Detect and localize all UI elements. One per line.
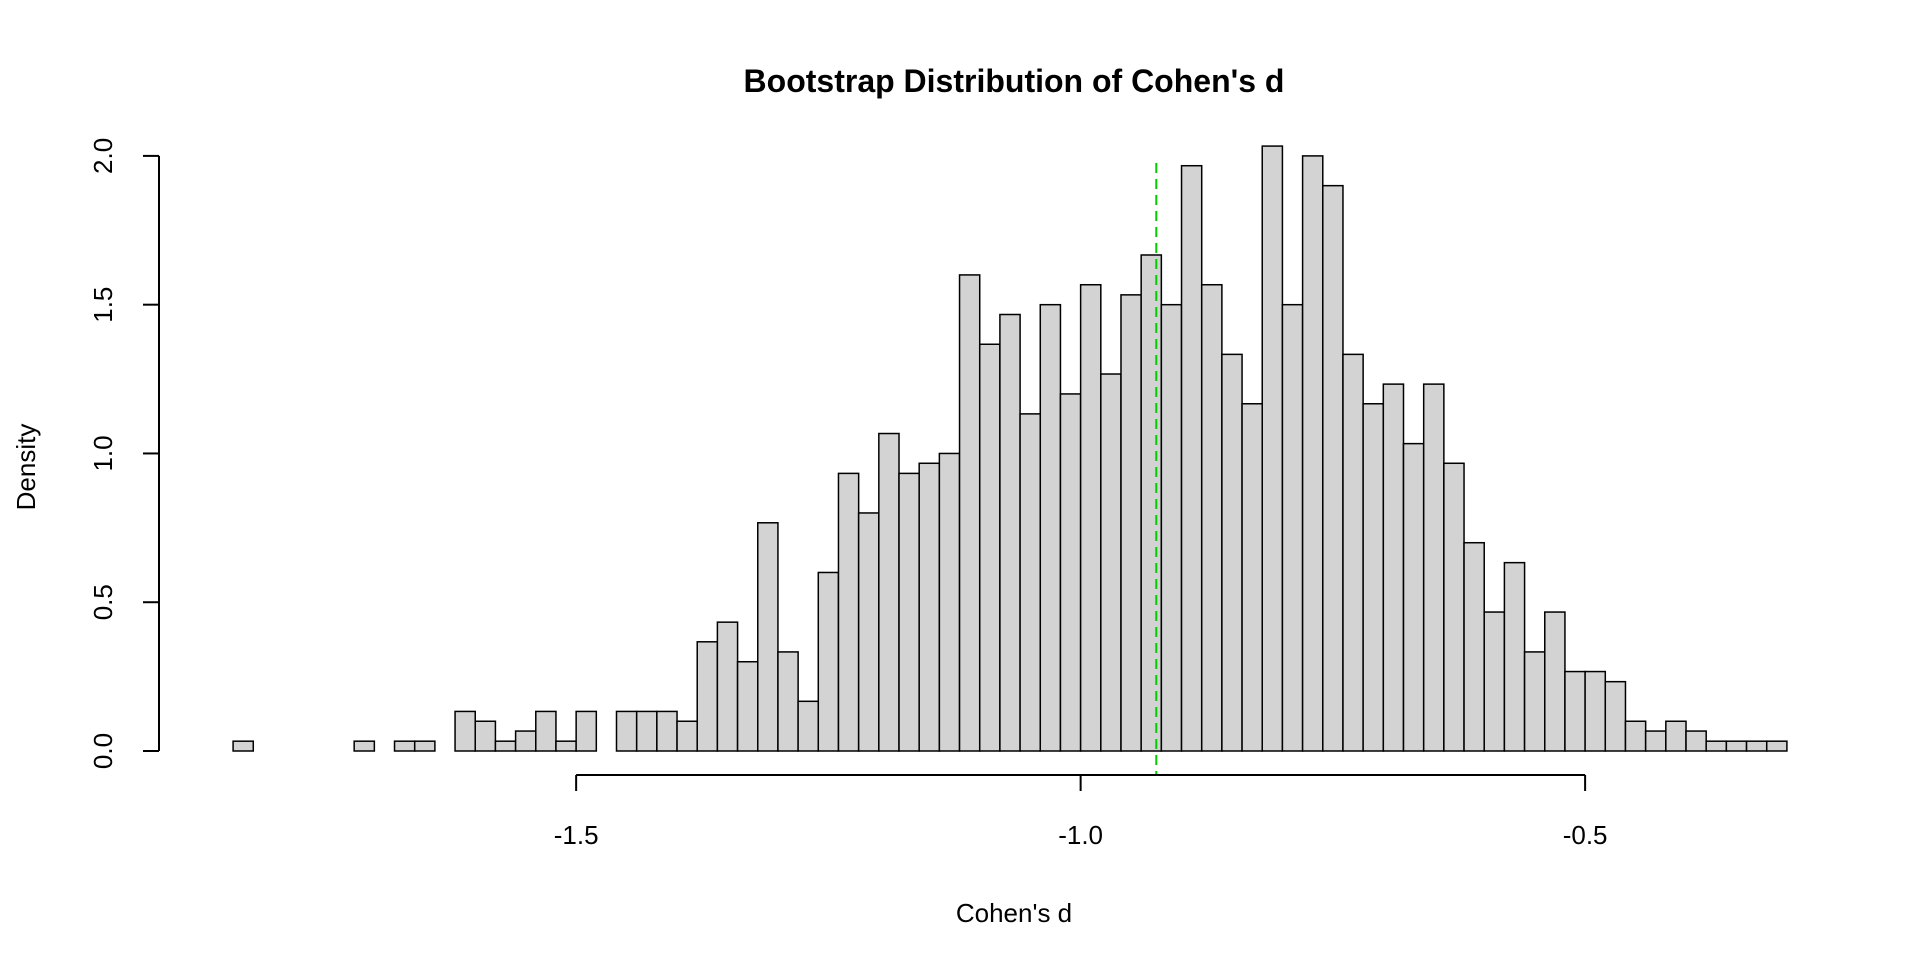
histogram-bar (1402, 442, 1425, 752)
histogram-bar (474, 720, 497, 752)
histogram-bar (958, 274, 981, 752)
histogram-bar (615, 710, 638, 752)
histogram-bar (1422, 383, 1445, 752)
histogram-bar (1342, 353, 1364, 752)
histogram-bar (1100, 373, 1122, 752)
chart-title: Bootstrap Distribution of Cohen's d (744, 63, 1285, 99)
x-axis-label: Cohen's d (956, 898, 1072, 928)
histogram-bar (1503, 561, 1526, 752)
histogram-bar (1079, 283, 1102, 752)
histogram-bar (716, 621, 739, 752)
histogram-bar (1039, 303, 1062, 752)
histogram-bar (1019, 413, 1042, 752)
histogram-bar (999, 313, 1021, 752)
y-tick-label: 1.5 (88, 287, 118, 323)
histogram-bar (676, 720, 698, 752)
histogram-bar (1221, 353, 1243, 752)
histogram-bar (696, 641, 719, 752)
histogram-bar (454, 710, 476, 752)
histogram-bar (1705, 740, 1728, 752)
histogram-bar (1382, 383, 1405, 752)
histogram-bar (736, 660, 759, 752)
histogram-bar (1745, 740, 1768, 752)
y-tick-label: 1.0 (88, 435, 118, 471)
histogram-bar (1120, 294, 1142, 752)
histogram-bars (232, 145, 1788, 752)
histogram-bar (1180, 164, 1203, 752)
x-tick-label: -1.0 (1058, 820, 1103, 850)
y-tick-label: 2.0 (88, 138, 118, 174)
y-axis: 0.0 0.5 1.0 1.5 2.0 (88, 138, 160, 769)
histogram-bar (494, 740, 517, 752)
y-tick-label: 0.0 (88, 733, 118, 769)
histogram-bar (777, 651, 799, 752)
histogram-bar (1301, 155, 1324, 752)
histogram-bar (1685, 730, 1707, 752)
histogram-bar (938, 452, 961, 752)
histogram-bar (555, 740, 577, 752)
histogram-bar (857, 512, 880, 752)
histogram-bar (232, 740, 255, 752)
histogram-bar (1140, 254, 1163, 752)
histogram-bar (1443, 462, 1465, 752)
histogram-bar (797, 700, 820, 752)
y-axis-label: Density (11, 424, 41, 511)
histogram-bar (1584, 670, 1607, 752)
x-tick-label: -0.5 (1563, 820, 1608, 850)
histogram-bar (1059, 393, 1082, 752)
x-axis: -1.5 -1.0 -0.5 (554, 774, 1608, 850)
histogram-bar (1665, 720, 1687, 752)
histogram-bar (1624, 720, 1647, 752)
histogram-bar (1200, 283, 1223, 752)
histogram-bar (514, 730, 537, 752)
histogram-bar (1160, 303, 1183, 752)
histogram-bar (353, 740, 376, 752)
histogram-bar (1463, 541, 1485, 752)
histogram-bar (1261, 145, 1284, 752)
histogram-bar (1241, 403, 1263, 752)
histogram-bar (1483, 611, 1506, 752)
histogram-bar (1765, 740, 1788, 752)
histogram-bar (1362, 403, 1385, 752)
histogram-bar (898, 472, 920, 752)
histogram-bar (1544, 611, 1566, 752)
histogram-bar (918, 462, 941, 752)
histogram-bar (978, 343, 1001, 752)
histogram-bar (1281, 303, 1304, 752)
histogram-bar (535, 710, 557, 752)
histogram-bar (656, 710, 678, 752)
histogram-bar (1523, 651, 1546, 752)
histogram-bar (413, 740, 436, 752)
histogram-bar (817, 571, 840, 752)
histogram-bar (837, 472, 860, 752)
histogram-bar (575, 710, 598, 752)
histogram-bar (393, 740, 416, 752)
histogram-bar (1644, 730, 1667, 752)
histogram-bar (1322, 184, 1344, 752)
histogram-bar (757, 522, 779, 752)
y-tick-label: 0.5 (88, 584, 118, 620)
histogram-bar (1604, 680, 1627, 752)
histogram-bar (1725, 740, 1748, 752)
histogram-bar (878, 432, 900, 752)
histogram-bar (635, 710, 658, 752)
x-tick-label: -1.5 (554, 820, 599, 850)
histogram-bar (1564, 670, 1586, 752)
